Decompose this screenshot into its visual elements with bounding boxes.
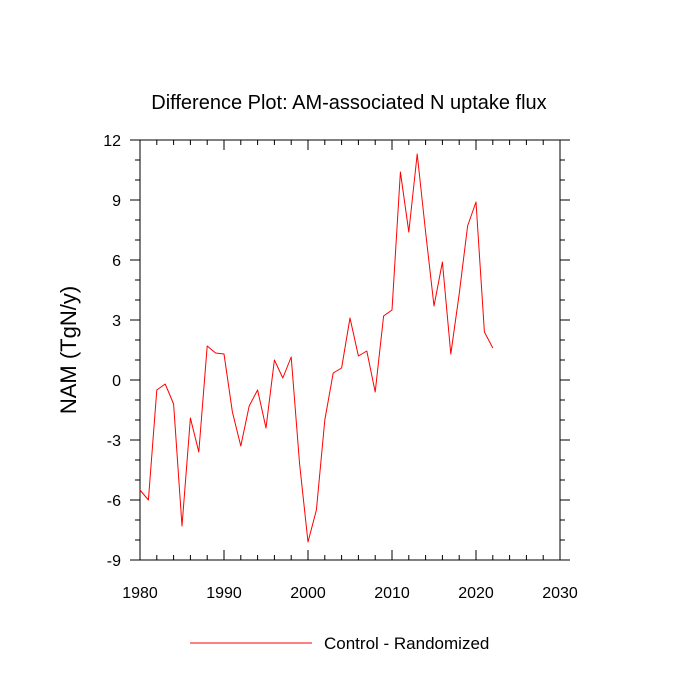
- major-ticks: [130, 139, 570, 561]
- minor-ticks: [135, 140, 565, 560]
- data-point-2015: [433, 305, 434, 306]
- data-point-2004: [341, 367, 342, 368]
- data-point-1989: [215, 352, 216, 353]
- data-point-2018: [459, 293, 460, 294]
- data-point-1980: [139, 489, 140, 490]
- data-point-1994: [257, 389, 258, 390]
- data-point-2010: [391, 309, 392, 310]
- data-point-1985: [181, 525, 182, 526]
- data-point-2008: [375, 391, 376, 392]
- data-point-1993: [249, 405, 250, 406]
- y-tick-label: 12: [103, 133, 121, 150]
- data-point-2014: [425, 231, 426, 232]
- data-point-1987: [198, 451, 199, 452]
- x-tick-label: 1980: [122, 585, 158, 602]
- data-point-1983: [165, 383, 166, 384]
- y-tick-label: -3: [107, 433, 121, 450]
- data-point-2022: [492, 347, 493, 348]
- data-point-1988: [207, 345, 208, 346]
- data-point-2001: [316, 509, 317, 510]
- data-point-1999: [299, 463, 300, 464]
- plot-frame: [139, 139, 561, 561]
- series-line-control-randomized: [139, 153, 494, 543]
- data-point-2009: [383, 315, 384, 316]
- data-point-2020: [475, 201, 476, 202]
- x-tick-label: 2020: [458, 585, 494, 602]
- y-tick-label: 9: [112, 193, 121, 210]
- data-point-2011: [400, 171, 401, 172]
- data-point-2012: [408, 231, 409, 232]
- x-tick-label: 1990: [206, 585, 242, 602]
- y-tick-label: 6: [112, 253, 121, 270]
- data-point-1995: [265, 427, 266, 428]
- data-point-2005: [349, 317, 350, 318]
- data-point-1996: [274, 359, 275, 360]
- data-point-2003: [333, 372, 334, 373]
- series-points: [139, 153, 493, 542]
- data-point-2000: [307, 541, 308, 542]
- data-point-1984: [173, 403, 174, 404]
- data-point-1998: [291, 356, 292, 357]
- legend: Control - Randomized: [190, 634, 489, 653]
- data-point-1990: [223, 353, 224, 354]
- data-point-2019: [467, 225, 468, 226]
- y-tick-labels: -9 -6 -3 0 3 6 9 12: [103, 133, 121, 570]
- y-tick-label: 3: [112, 313, 121, 330]
- data-point-2006: [358, 355, 359, 356]
- chart-title: Difference Plot: AM-associated N uptake …: [151, 92, 546, 114]
- data-point-2007: [366, 350, 367, 351]
- data-point-2016: [442, 261, 443, 262]
- x-tick-label: 2010: [374, 585, 410, 602]
- y-tick-label: -9: [107, 553, 121, 570]
- x-tick-label: 2030: [542, 585, 578, 602]
- legend-label: Control - Randomized: [324, 634, 489, 653]
- data-point-1981: [148, 499, 149, 500]
- x-tick-labels: 1980 1990 2000 2010 2020 2030: [122, 585, 578, 602]
- y-tick-label: -6: [107, 493, 121, 510]
- x-tick-label: 2000: [290, 585, 326, 602]
- data-point-1997: [282, 377, 283, 378]
- data-point-2017: [450, 353, 451, 354]
- data-point-1986: [190, 417, 191, 418]
- data-point-2002: [324, 419, 325, 420]
- data-point-2021: [484, 331, 485, 332]
- data-point-2013: [417, 153, 418, 154]
- y-tick-label: 0: [112, 373, 121, 390]
- data-point-1991: [232, 411, 233, 412]
- data-point-1992: [240, 445, 241, 446]
- y-axis-label: NAM (TgN/y): [56, 286, 81, 414]
- data-point-1982: [156, 389, 157, 390]
